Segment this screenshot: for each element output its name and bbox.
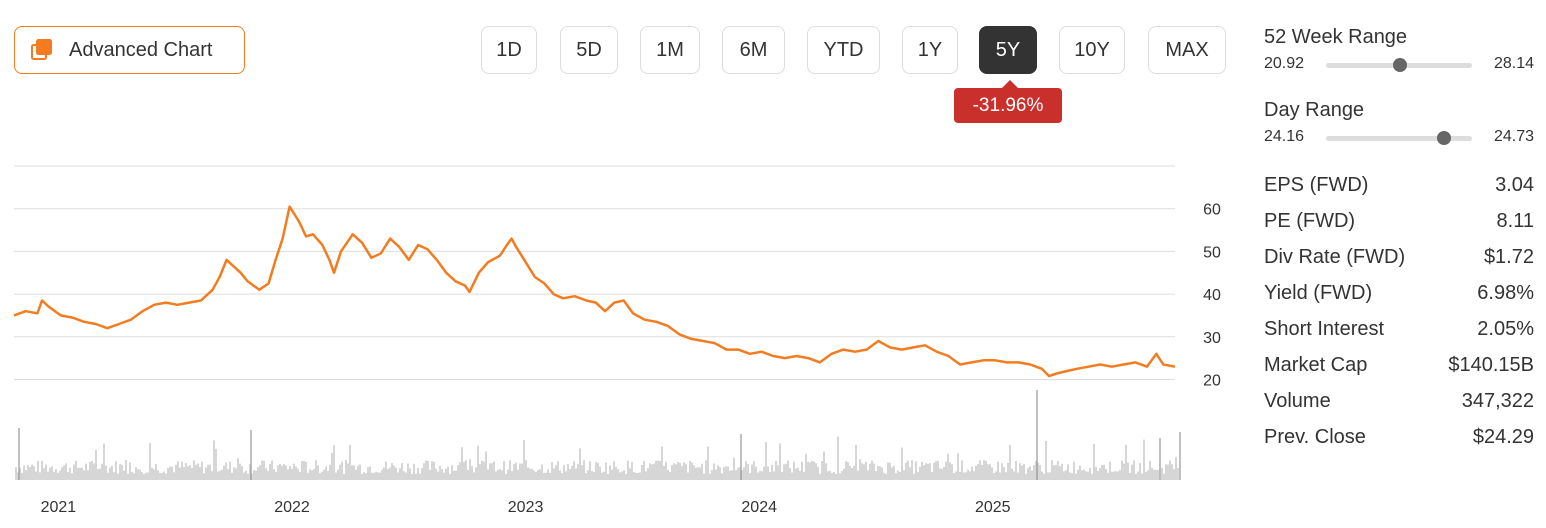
day-range: 24.16 24.73 [1264,126,1534,150]
stat-value: 2.05% [1477,317,1534,340]
week52-high: 28.14 [1493,55,1534,72]
stat-value: $24.29 [1472,425,1534,448]
range-button-10y[interactable]: 10Y [1059,26,1125,74]
week52-range: 20.92 28.14 [1264,53,1534,77]
x-tick-label: 2021 [41,499,77,516]
stat-label: Yield (FWD) [1264,281,1373,304]
stat-eps: EPS (FWD) 3.04 [1264,167,1534,203]
range-button-ytd[interactable]: YTD [807,26,880,74]
week52-range-title: 52 Week Range [1264,26,1408,48]
range-button-1y[interactable]: 1Y [902,26,958,74]
advanced-chart-button[interactable]: Advanced Chart [14,26,245,74]
price-chart[interactable]: 20 30 40 50 60 2021 2022 2023 2024 2025 [0,150,1240,528]
stat-label: Prev. Close [1264,425,1366,448]
stat-value: $140.15B [1448,353,1534,376]
day-track [1326,131,1472,145]
stat-label: Div Rate (FWD) [1264,245,1406,268]
y-tick-label: 30 [1203,330,1221,347]
range-button-5y[interactable]: 5Y [979,26,1037,74]
range-button-1m[interactable]: 1M [640,26,700,74]
day-low: 24.16 [1264,128,1305,145]
day-marker[interactable] [1437,131,1452,145]
x-tick-label: 2024 [741,499,777,516]
y-tick-label: 20 [1203,372,1221,389]
stat-market-cap: Market Cap $140.15B [1264,347,1534,383]
price-line [13,205,1176,378]
x-tick-label: 2023 [508,499,544,516]
day-high: 24.73 [1493,128,1534,145]
stats-list: EPS (FWD) 3.04 PE (FWD) 8.11 Div Rate (FWD… [1264,167,1534,455]
stat-label: Market Cap [1264,353,1368,376]
stat-prev-close: Prev. Close $24.29 [1264,419,1534,455]
advanced-chart-label: Advanced Chart [69,38,213,61]
range-button-5d[interactable]: 5D [560,26,618,74]
stat-value: 8.11 [1496,209,1534,232]
stat-volume: Volume 347,322 [1264,383,1534,419]
change-badge: -31.96% [954,80,1062,123]
week52-track [1326,58,1472,72]
stat-yield: Yield (FWD) 6.98% [1264,275,1534,311]
range-button-6m[interactable]: 6M [722,26,785,74]
stat-short-interest: Short Interest 2.05% [1264,311,1534,347]
stat-label: EPS (FWD) [1264,173,1369,196]
stat-label: Volume [1264,389,1331,412]
layers-icon [31,39,52,60]
stat-value: $1.72 [1483,245,1534,268]
stats-panel: 52 Week Range 20.92 28.14 Day Range 24.1… [1264,26,1534,455]
stat-label: PE (FWD) [1264,209,1356,232]
stat-pe: PE (FWD) 8.11 [1264,203,1534,239]
stat-div-rate: Div Rate (FWD) $1.72 [1264,239,1534,275]
stat-value: 3.04 [1495,173,1534,196]
y-tick-label: 40 [1203,287,1221,304]
y-tick-label: 50 [1203,244,1221,261]
y-tick-label: 60 [1203,202,1221,219]
stat-label: Short Interest [1264,317,1385,340]
range-button-max[interactable]: MAX [1148,26,1226,74]
week52-low: 20.92 [1264,55,1305,72]
stat-value: 6.98% [1477,281,1534,304]
x-tick-label: 2025 [975,499,1011,516]
x-tick-label: 2022 [274,499,310,516]
stat-value: 347,322 [1461,389,1534,412]
week52-marker[interactable] [1393,58,1408,72]
day-range-title: Day Range [1264,99,1365,121]
range-button-1d[interactable]: 1D [481,26,537,74]
